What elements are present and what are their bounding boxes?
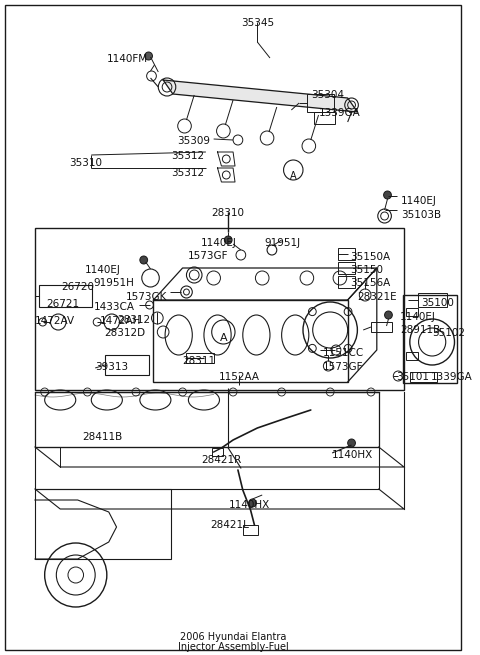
Text: 1339GA: 1339GA [319,108,360,118]
Circle shape [348,439,355,447]
Text: 26720: 26720 [61,282,94,292]
Bar [212,448,223,456]
Bar [410,372,437,382]
Circle shape [384,191,391,199]
Text: 35345: 35345 [241,18,274,28]
Circle shape [224,236,232,244]
Text: 28421R: 28421R [201,455,241,465]
Text: 35150: 35150 [350,265,384,275]
Text: 1151CC: 1151CC [323,348,364,358]
Text: 1152AA: 1152AA [218,372,259,382]
Bar [35,392,379,447]
Bar [403,295,457,383]
Bar [35,489,171,559]
Text: 1339GA: 1339GA [431,372,473,382]
Text: 35103B: 35103B [401,210,441,220]
Text: 1573GK: 1573GK [126,292,167,302]
Text: 1140EJ: 1140EJ [201,238,237,248]
Bar [338,248,355,260]
Text: 28312D: 28312D [105,328,145,338]
Circle shape [144,52,153,60]
Text: 1140EJ: 1140EJ [84,265,120,275]
Text: 28312: 28312 [118,315,151,325]
Text: 28411B: 28411B [82,432,122,442]
Text: 28311: 28311 [182,356,216,366]
Bar [338,262,355,274]
Text: 35156A: 35156A [350,278,391,288]
Bar [371,322,392,332]
Text: 91951H: 91951H [93,278,134,288]
Text: A: A [290,171,297,181]
Text: 28911B: 28911B [400,325,440,335]
Circle shape [249,499,256,507]
Text: 1140FM: 1140FM [107,54,148,64]
Bar [406,308,418,316]
Text: 35312: 35312 [171,151,204,161]
Text: 1140EJ: 1140EJ [401,196,437,206]
Text: 39313: 39313 [95,362,128,372]
Bar [418,293,447,307]
Text: 35310: 35310 [69,158,102,168]
Text: 1140HX: 1140HX [332,450,373,460]
Text: 28321E: 28321E [358,292,397,302]
Text: 1140HX: 1140HX [229,500,270,510]
Bar [338,276,355,288]
Text: 1573GF: 1573GF [323,362,363,372]
Circle shape [384,311,392,319]
Text: 35304: 35304 [311,90,344,100]
Text: 91951J: 91951J [264,238,300,248]
Text: 35312: 35312 [171,168,204,178]
Text: Injector Assembly-Fuel: Injector Assembly-Fuel [178,642,288,652]
Text: 35309: 35309 [177,136,210,146]
Text: 35150A: 35150A [350,252,391,262]
Bar [307,94,334,112]
Text: 35101: 35101 [396,372,429,382]
Text: 1140EJ: 1140EJ [400,312,436,322]
Bar [314,112,335,124]
Text: 2006 Hyundai Elantra: 2006 Hyundai Elantra [180,632,286,642]
Bar [35,447,379,489]
Bar [154,300,348,382]
Text: A: A [219,333,227,343]
Text: 35102: 35102 [432,328,465,338]
Text: 28310: 28310 [212,208,245,218]
Bar [243,525,258,535]
Bar [39,285,92,307]
Polygon shape [163,80,358,112]
Text: 1472AV: 1472AV [35,316,75,326]
Bar [35,228,404,390]
Text: 26721: 26721 [47,299,80,309]
Circle shape [140,256,148,264]
Text: 1472AH: 1472AH [100,316,142,326]
Text: 35100: 35100 [421,298,455,308]
Bar [105,355,149,375]
Bar [406,352,418,360]
Text: 1433CA: 1433CA [94,302,135,312]
Bar [186,353,214,363]
Text: 28421L: 28421L [211,520,250,530]
Text: 1573GF: 1573GF [188,251,228,261]
